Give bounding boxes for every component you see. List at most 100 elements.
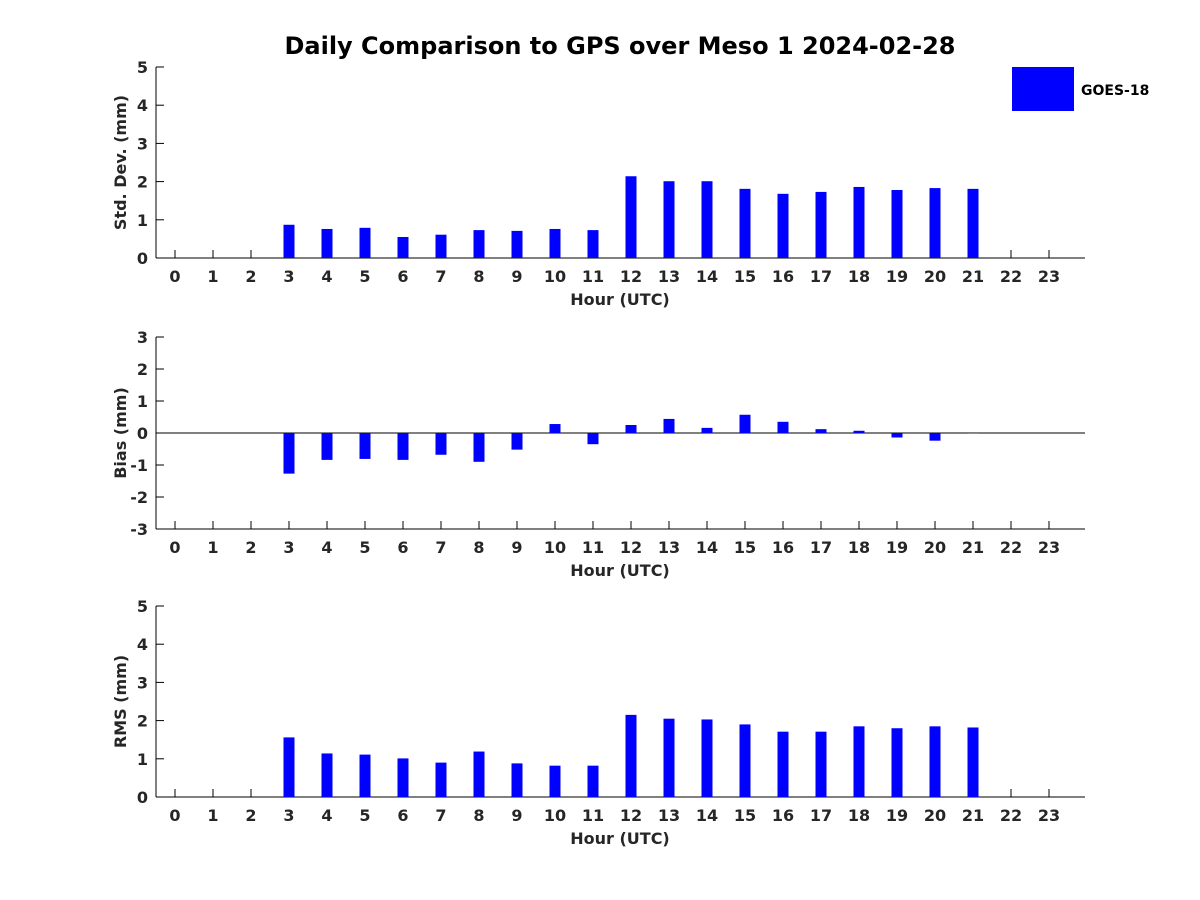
bar-hour-10 (549, 765, 561, 797)
x-tick-label: 15 (734, 538, 756, 557)
x-tick-label: 2 (245, 267, 256, 286)
bar-hour-17 (815, 731, 827, 797)
x-tick-label: 10 (544, 267, 566, 286)
bar-hour-15 (739, 188, 751, 258)
x-tick-label: 14 (696, 538, 718, 557)
bar-hour-12 (625, 425, 637, 433)
x-tick-label: 7 (435, 806, 446, 825)
y-tick-label: 2 (137, 712, 148, 731)
x-tick-label: 23 (1038, 538, 1060, 557)
x-tick-label: 19 (886, 806, 908, 825)
y-tick-label: -1 (130, 456, 148, 475)
x-tick-label: 9 (511, 538, 522, 557)
x-tick-label: 3 (283, 806, 294, 825)
bar-hour-11 (587, 765, 599, 797)
bar-hour-7 (435, 234, 447, 258)
x-axis-label: Hour (UTC) (570, 290, 670, 309)
bar-hour-12 (625, 176, 637, 258)
x-tick-label: 6 (397, 538, 408, 557)
bar-hour-10 (549, 228, 561, 258)
x-tick-label: 5 (359, 806, 370, 825)
x-tick-label: 10 (544, 538, 566, 557)
x-tick-label: 5 (359, 267, 370, 286)
x-tick-label: 7 (435, 267, 446, 286)
legend: GOES-18 (1012, 67, 1149, 111)
x-tick-label: 19 (886, 538, 908, 557)
y-tick-label: 3 (137, 134, 148, 153)
bar-hour-5 (359, 754, 371, 797)
bar-hour-9 (511, 763, 523, 797)
x-tick-label: 9 (511, 267, 522, 286)
bar-hour-16 (777, 731, 789, 797)
bar-hour-20 (929, 433, 941, 441)
x-tick-label: 3 (283, 267, 294, 286)
x-tick-label: 14 (696, 806, 718, 825)
bar-hour-10 (549, 424, 561, 433)
x-tick-label: 23 (1038, 806, 1060, 825)
x-axis-label: Hour (UTC) (570, 561, 670, 580)
x-tick-label: 21 (962, 538, 984, 557)
y-tick-label: 1 (137, 211, 148, 230)
y-axis-label: Std. Dev. (mm) (111, 95, 130, 230)
bar-hour-21 (967, 433, 979, 434)
bar-hour-11 (587, 433, 599, 445)
x-tick-label: 14 (696, 267, 718, 286)
x-tick-label: 16 (772, 806, 794, 825)
x-tick-label: 22 (1000, 267, 1022, 286)
y-tick-label: 3 (137, 673, 148, 692)
bar-hour-4 (321, 433, 333, 460)
bar-hour-19 (891, 190, 903, 258)
y-tick-label: 4 (137, 96, 148, 115)
bar-hour-6 (397, 236, 409, 258)
bar-hour-4 (321, 228, 333, 258)
y-tick-label: 0 (137, 249, 148, 268)
x-tick-label: 3 (283, 538, 294, 557)
bar-hour-21 (967, 188, 979, 258)
bar-hour-18 (853, 430, 865, 433)
bar-hour-20 (929, 188, 941, 258)
x-tick-label: 0 (169, 538, 180, 557)
bar-hour-19 (891, 433, 903, 438)
x-tick-label: 20 (924, 267, 946, 286)
x-tick-label: 13 (658, 538, 680, 557)
x-tick-label: 16 (772, 538, 794, 557)
bar-hour-17 (815, 191, 827, 258)
x-tick-label: 6 (397, 267, 408, 286)
bar-hour-17 (815, 429, 827, 433)
bar-hour-12 (625, 714, 637, 797)
x-tick-label: 7 (435, 538, 446, 557)
bar-hour-14 (701, 181, 713, 258)
chart-title: Daily Comparison to GPS over Meso 1 2024… (284, 32, 955, 60)
x-tick-label: 11 (582, 267, 604, 286)
x-tick-label: 18 (848, 267, 870, 286)
y-tick-label: 0 (137, 424, 148, 443)
bar-hour-7 (435, 433, 447, 455)
x-tick-label: 1 (207, 538, 218, 557)
x-tick-label: 18 (848, 806, 870, 825)
bar-hour-15 (739, 414, 751, 433)
y-tick-label: 1 (137, 392, 148, 411)
x-tick-label: 12 (620, 806, 642, 825)
x-tick-label: 11 (582, 538, 604, 557)
bar-hour-18 (853, 726, 865, 797)
y-axis-label: Bias (mm) (111, 387, 130, 479)
x-tick-label: 13 (658, 806, 680, 825)
bar-hour-19 (891, 728, 903, 797)
bar-hour-14 (701, 719, 713, 797)
x-tick-label: 15 (734, 267, 756, 286)
bar-hour-20 (929, 726, 941, 797)
x-tick-label: 0 (169, 806, 180, 825)
x-tick-label: 20 (924, 538, 946, 557)
x-tick-label: 17 (810, 267, 832, 286)
x-axis-label: Hour (UTC) (570, 829, 670, 848)
x-tick-label: 6 (397, 806, 408, 825)
x-tick-label: 1 (207, 806, 218, 825)
bar-hour-16 (777, 193, 789, 258)
x-tick-label: 15 (734, 806, 756, 825)
x-tick-label: 4 (321, 806, 332, 825)
x-tick-label: 5 (359, 538, 370, 557)
y-tick-label: 4 (137, 635, 148, 654)
bar-hour-13 (663, 718, 675, 797)
